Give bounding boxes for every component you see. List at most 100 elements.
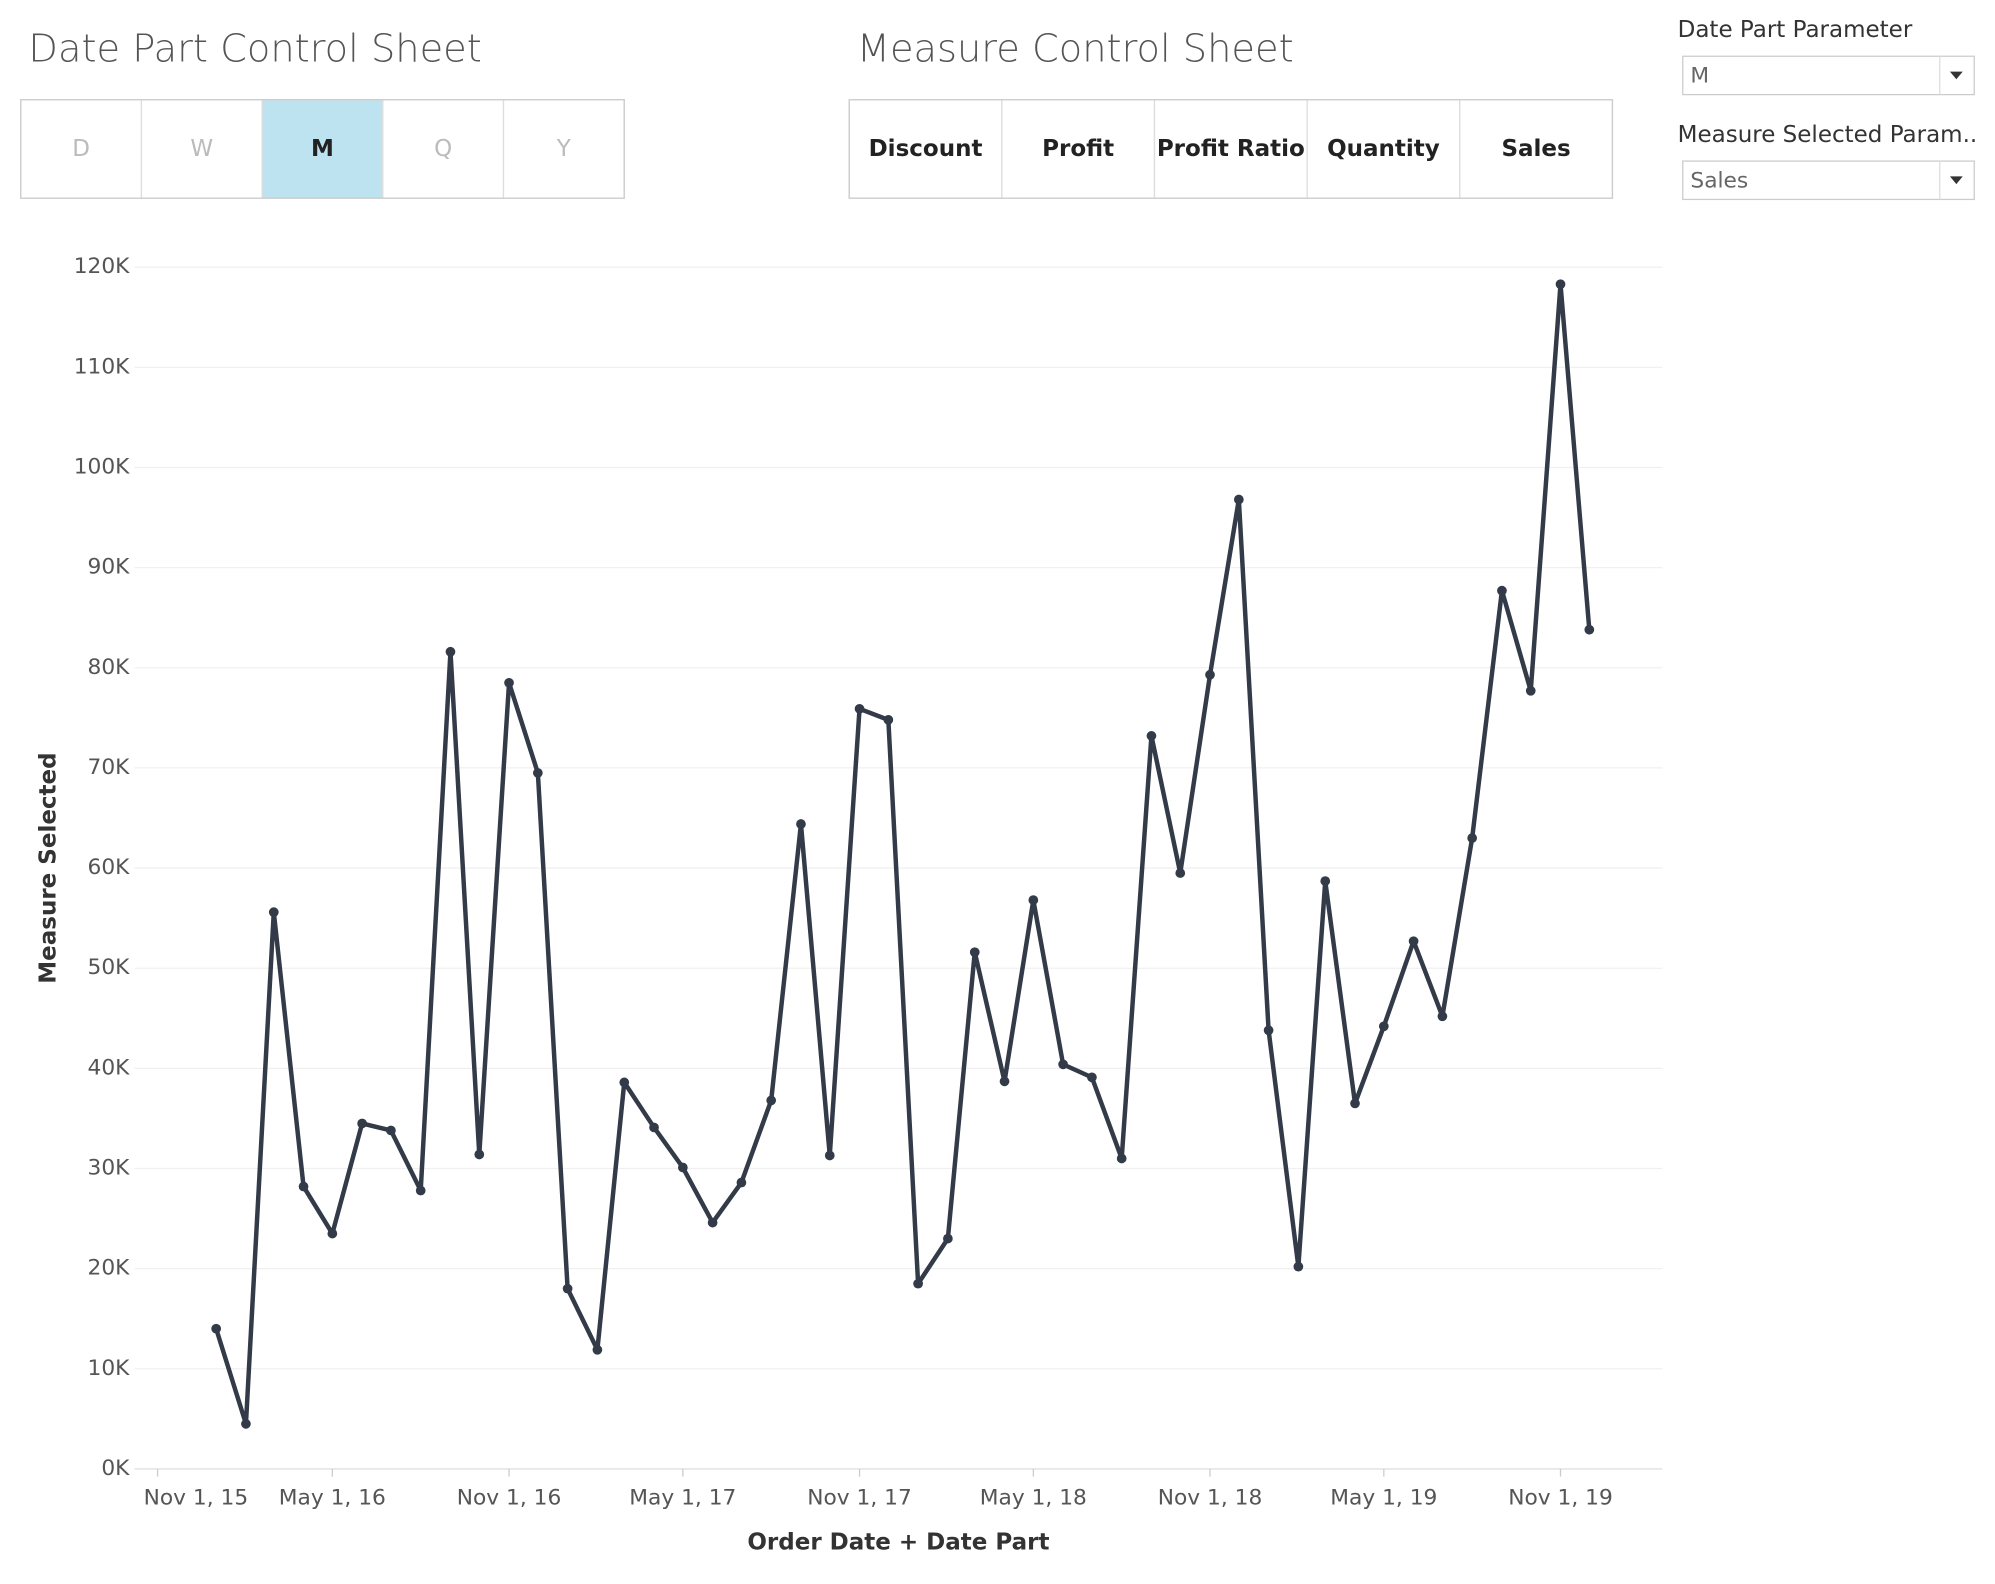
- data-point: [1146, 731, 1157, 741]
- data-point: [268, 907, 279, 917]
- data-point: [474, 1149, 485, 1160]
- data-point: [211, 1323, 222, 1334]
- parameter-label: Date Part Parameter: [1678, 17, 1913, 43]
- series-line: [214, 281, 1592, 1427]
- x-tick-label: Nov 1, 15: [144, 1485, 249, 1510]
- data-point: [854, 703, 865, 714]
- data-point: [649, 1122, 659, 1133]
- measure-buttons: Discount Profit Profit Ratio Quantity Sales: [848, 99, 1614, 199]
- data-point: [1467, 833, 1478, 843]
- data-point: [677, 1162, 688, 1173]
- data-point: [592, 1344, 603, 1355]
- data-point: [1205, 669, 1215, 680]
- parameters: Date Part Parameter M Measure Selected Par…: [1678, 17, 1978, 201]
- measure-label: Profit Ratio: [1157, 136, 1305, 162]
- x-axis-title: Order Date + Date Part: [747, 1530, 1049, 1556]
- dropdown[interactable]: [1682, 160, 1975, 201]
- date-part-label: W: [190, 136, 213, 162]
- measure-label: Discount: [869, 136, 983, 162]
- y-tick-label: 120K: [74, 254, 130, 279]
- dropdown-arrow: [1949, 176, 1963, 185]
- y-tick-label: 0K: [101, 1456, 130, 1481]
- data-point: [1378, 1021, 1389, 1032]
- measure-button[interactable]: [848, 99, 1003, 199]
- date-part-label: Q: [434, 136, 452, 162]
- date-part-button[interactable]: [502, 99, 625, 199]
- data-point: [1058, 1059, 1068, 1070]
- dropdown-value: Sales: [1690, 169, 1748, 194]
- data-point: [824, 1150, 835, 1161]
- dropdown-arrow: [1949, 71, 1963, 80]
- x-tick-label: Nov 1, 17: [807, 1485, 912, 1510]
- date-part-button[interactable]: [382, 99, 505, 199]
- y-tick-label: 80K: [88, 655, 131, 680]
- date-part-label: M: [311, 136, 334, 162]
- measure-label: Profit: [1042, 136, 1114, 162]
- data-point: [1233, 494, 1244, 505]
- data-point: [562, 1283, 573, 1294]
- data-point: [1116, 1153, 1127, 1164]
- x-tick-label: May 1, 17: [629, 1485, 736, 1510]
- y-tick-label: 50K: [88, 955, 131, 980]
- date-part-border: [20, 99, 625, 199]
- data-point: [504, 677, 514, 688]
- y-tick-label: 100K: [74, 454, 130, 479]
- dropdown[interactable]: [1682, 55, 1975, 96]
- measure-label: Sales: [1501, 136, 1570, 162]
- data-point: [386, 1125, 396, 1136]
- y-tick-label: 110K: [74, 354, 130, 379]
- data-point: [883, 714, 894, 725]
- data-point: [357, 1118, 367, 1129]
- data-point: [969, 947, 980, 958]
- date-part-button[interactable]: [140, 99, 263, 199]
- measure-button[interactable]: [1153, 99, 1308, 199]
- y-tick-label: 10K: [88, 1356, 131, 1381]
- measure-button[interactable]: [1306, 99, 1461, 199]
- data-point: [1584, 624, 1595, 635]
- data-point: [1555, 279, 1566, 290]
- x-tick-label: Nov 1, 19: [1508, 1485, 1613, 1510]
- data-point: [999, 1076, 1010, 1087]
- y-tick-label: 30K: [88, 1156, 131, 1181]
- data-point: [1525, 685, 1536, 696]
- x-tick-label: Nov 1, 18: [1158, 1485, 1263, 1510]
- data-point: [1350, 1098, 1360, 1109]
- y-tick-label: 90K: [88, 555, 131, 580]
- data-point: [327, 1228, 338, 1239]
- data-point: [1293, 1261, 1304, 1272]
- x-tick-label: Nov 1, 16: [457, 1485, 562, 1510]
- data-point: [913, 1278, 923, 1289]
- y-tick-label: 20K: [88, 1256, 131, 1281]
- data-point: [1408, 936, 1419, 947]
- data-point: [1028, 895, 1039, 905]
- measure-button[interactable]: [1459, 99, 1614, 199]
- data-point: [766, 1095, 777, 1106]
- data-point: [1320, 876, 1331, 886]
- y-axis-title: Measure Selected: [35, 752, 61, 983]
- data-point: [619, 1077, 630, 1088]
- measure-button[interactable]: [1001, 99, 1156, 199]
- parameter-label: Measure Selected Param..: [1678, 122, 1978, 148]
- x-tick-label: May 1, 19: [1330, 1485, 1437, 1510]
- date-part-title: Date Part Control Sheet: [28, 27, 481, 72]
- data-point: [298, 1181, 309, 1192]
- date-part-label: D: [72, 136, 90, 162]
- data-point: [415, 1185, 426, 1196]
- measure-label: Quantity: [1327, 136, 1440, 162]
- data-point: [445, 646, 456, 657]
- date-part-button[interactable]: [20, 99, 143, 199]
- data-point: [943, 1233, 953, 1244]
- data-point: [1497, 585, 1507, 596]
- date-part-label: Y: [556, 136, 572, 162]
- y-tick-label: 40K: [88, 1055, 131, 1080]
- dropdown-value: M: [1690, 64, 1709, 89]
- data-point: [1175, 868, 1186, 878]
- data-point: [532, 768, 543, 778]
- x-tick-label: May 1, 16: [279, 1485, 386, 1510]
- data-point: [736, 1177, 747, 1188]
- x-tick-label: May 1, 18: [980, 1485, 1087, 1510]
- measure-title: Measure Control Sheet: [857, 27, 1294, 72]
